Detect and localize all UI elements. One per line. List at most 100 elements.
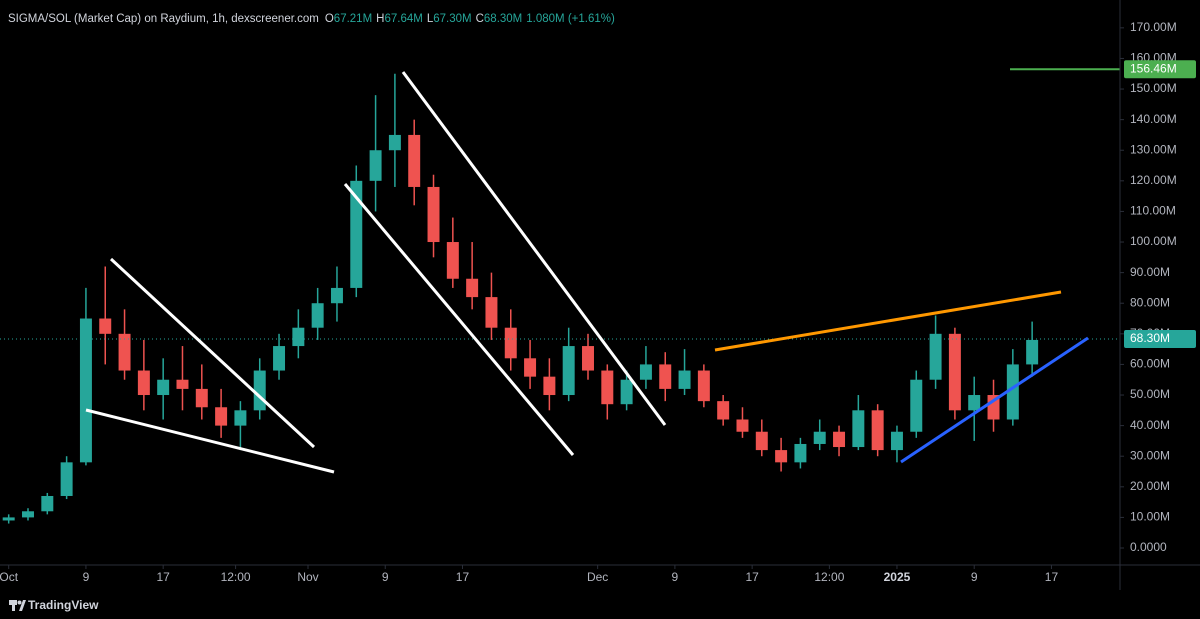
legend-change: 1.080M (+1.61%)	[526, 13, 615, 25]
candle-body	[504, 327, 517, 359]
y-tick-label: 60.00M	[1130, 357, 1170, 371]
y-tick-label: 120.00M	[1130, 173, 1177, 187]
candle-body	[388, 134, 401, 151]
x-tick-label: 9	[971, 570, 978, 584]
candle-body	[369, 150, 382, 181]
candle-body	[2, 517, 15, 521]
x-tick-label: 12:00	[221, 570, 251, 584]
y-tick-label: 90.00M	[1130, 265, 1170, 279]
plot-area	[0, 68, 1120, 524]
y-tick-label: 80.00M	[1130, 295, 1170, 309]
trend-line	[85, 408, 335, 474]
candle-body	[79, 318, 92, 463]
candle-body	[215, 407, 228, 426]
legend-value: 67.30M	[433, 13, 471, 25]
horizontal-line-box	[1124, 60, 1196, 79]
candle-body	[1006, 364, 1019, 420]
y-tick-label: 170.00M	[1130, 20, 1177, 34]
candle-body	[427, 186, 440, 243]
x-tick-label: Dec	[587, 570, 608, 584]
legend-key: L	[427, 13, 434, 25]
candle-body	[157, 379, 170, 396]
logo-part	[19, 600, 26, 611]
candle-body	[234, 410, 247, 426]
last-price-box	[1124, 330, 1196, 349]
horizontal-line-label: 156.46M	[1130, 61, 1177, 75]
trend-line	[343, 183, 575, 456]
y-tick-label: 150.00M	[1130, 81, 1177, 95]
candle-body	[697, 370, 710, 402]
y-tick-label: 40.00M	[1130, 418, 1170, 432]
x-tick-label: 17	[456, 570, 470, 584]
candle-body	[813, 431, 826, 444]
chart-header: SIGMA/SOL (Market Cap) on Raydium, 1h, d…	[8, 13, 615, 25]
candle-body	[987, 395, 1000, 420]
last-price-label: 68.30M	[1130, 331, 1170, 345]
candle-body	[466, 278, 479, 298]
y-tick-label: 100.00M	[1130, 234, 1177, 248]
y-tick-label: 0.0000	[1130, 540, 1167, 554]
legend-value: 67.21M	[334, 13, 372, 25]
y-tick-label: 50.00M	[1130, 387, 1170, 401]
candle-body	[582, 346, 594, 371]
candle-body	[408, 134, 421, 187]
candle-body	[910, 379, 923, 432]
candle-body	[524, 358, 537, 377]
legend-value: 68.30M	[484, 13, 522, 25]
trend-line	[401, 71, 667, 426]
candle-body	[176, 379, 189, 389]
candle-body	[22, 511, 34, 518]
y-tick-label: 140.00M	[1130, 112, 1177, 126]
candle-body	[273, 346, 286, 371]
x-tick-label: Oct	[0, 570, 19, 584]
candle-body	[195, 388, 208, 408]
candle-body	[852, 410, 865, 448]
x-tick-label: 17	[745, 570, 759, 584]
candle-body	[968, 395, 981, 411]
candle-body	[562, 346, 575, 396]
axes: 0.0000 10.00M 20.00M 30.00M 40.00M 50.00M 60.0…	[0, 20, 1196, 584]
candle-body	[601, 370, 614, 405]
candle-body	[871, 410, 884, 451]
candle-body	[446, 242, 459, 279]
candle-body	[929, 333, 942, 380]
x-tick-label: 17	[1045, 570, 1059, 584]
trend-line	[109, 257, 316, 449]
trend-line	[714, 290, 1062, 352]
candle-body	[948, 333, 961, 411]
candle-body	[543, 376, 556, 396]
candle-body	[620, 379, 633, 405]
x-tick-label: 12:00	[814, 570, 844, 584]
candle-body	[1026, 339, 1039, 365]
tradingview-logo	[9, 600, 26, 611]
candle-body	[833, 431, 846, 448]
candle-body	[485, 297, 498, 328]
legend-key: O	[325, 13, 334, 25]
x-tick-label: 17	[156, 570, 170, 584]
candle-body	[639, 364, 652, 380]
footer	[0, 590, 1200, 619]
candle-body	[253, 370, 266, 411]
y-tick-label: 130.00M	[1130, 142, 1177, 156]
footer-brand: TradingView	[28, 598, 99, 612]
candle-body	[292, 327, 305, 347]
x-tick-label: 9	[672, 570, 679, 584]
candle-body	[755, 431, 768, 451]
candle-body	[890, 431, 903, 451]
candle-body	[99, 318, 112, 334]
candle-body	[41, 495, 54, 512]
x-tick-label: 9	[382, 570, 389, 584]
candle-body	[330, 287, 343, 304]
legend-key: C	[476, 13, 484, 25]
candle-body	[736, 419, 749, 432]
drawings	[85, 71, 1089, 474]
logo-part	[17, 600, 22, 605]
logo-part	[12, 600, 15, 611]
y-tick-label: 20.00M	[1130, 479, 1170, 493]
y-tick-label: 30.00M	[1130, 448, 1170, 462]
x-tick-label: 2025	[884, 570, 911, 584]
chart-title: SIGMA/SOL (Market Cap) on Raydium, 1h, d…	[8, 13, 319, 25]
candle-body	[311, 303, 324, 328]
